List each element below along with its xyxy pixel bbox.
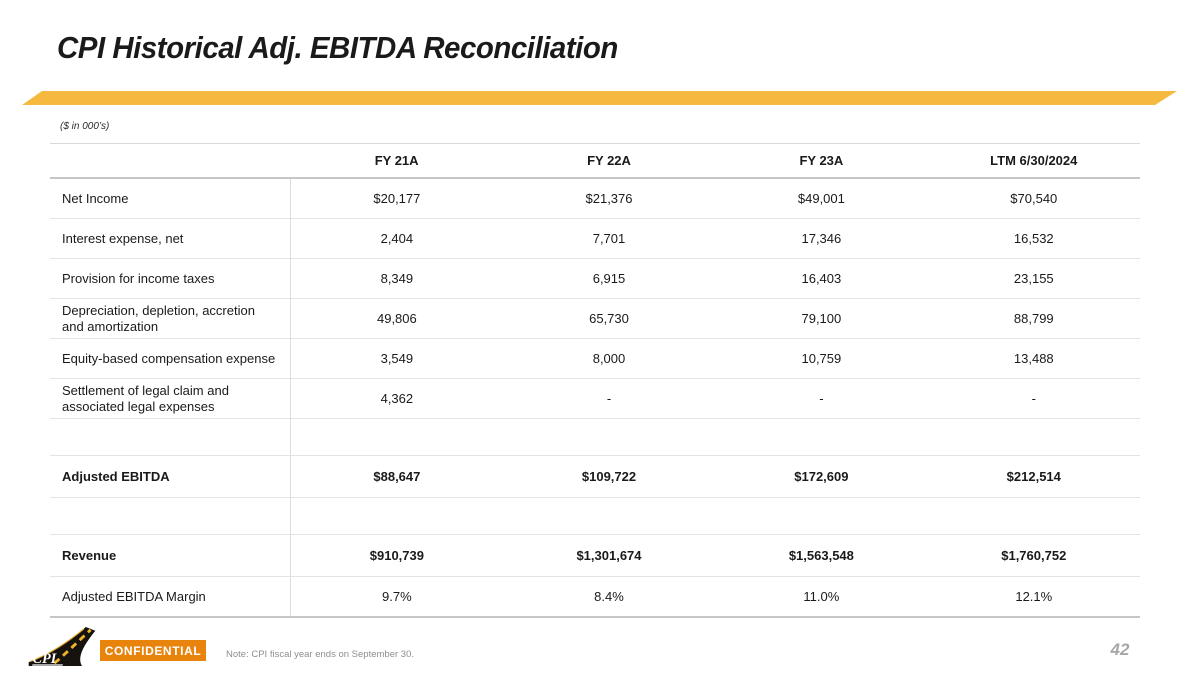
cell-value: 7,701	[502, 218, 716, 259]
cell-value	[290, 418, 503, 456]
reconciliation-table: FY 21A FY 22A FY 23A LTM 6/30/2024 Net I…	[50, 143, 1140, 618]
cell-value: 8.4%	[502, 576, 716, 617]
row-label	[50, 418, 291, 456]
table-body: Net Income $20,177 $21,376 $49,001 $70,5…	[50, 177, 1140, 617]
units-note: ($ in 000’s)	[60, 121, 110, 132]
cell-value: $212,514	[927, 455, 1140, 498]
cell-value	[927, 497, 1140, 535]
cell-value: $70,540	[927, 177, 1140, 219]
logo-underline	[32, 664, 63, 666]
row-label: Interest expense, net	[50, 218, 291, 259]
table-row: Adjusted EBITDA Margin 9.7% 8.4% 11.0% 1…	[50, 576, 1140, 617]
cell-value: $109,722	[502, 455, 716, 498]
table-row: Equity-based compensation expense 3,549 …	[50, 338, 1140, 379]
cell-value	[502, 497, 716, 535]
cell-value: 2,404	[290, 218, 503, 259]
cell-value: $88,647	[290, 455, 503, 498]
cell-value: 65,730	[502, 298, 716, 339]
reconciliation-table-wrap: FY 21A FY 22A FY 23A LTM 6/30/2024 Net I…	[50, 143, 1140, 618]
table-row	[50, 497, 1140, 535]
row-label: Net Income	[50, 177, 291, 219]
cell-value: 3,549	[290, 338, 503, 379]
cell-value: $20,177	[290, 177, 503, 219]
table-row: Net Income $20,177 $21,376 $49,001 $70,5…	[50, 177, 1140, 219]
logo-road-centerline	[53, 628, 92, 665]
cell-value: 13,488	[927, 338, 1140, 379]
cell-value: 6,915	[502, 258, 716, 299]
row-label: Provision for income taxes	[50, 258, 291, 299]
cell-value	[502, 418, 716, 456]
column-header-ltm: LTM 6/30/2024	[927, 143, 1140, 179]
cell-value: -	[715, 378, 928, 419]
cell-value: 8,349	[290, 258, 503, 299]
cell-value: $1,301,674	[502, 534, 716, 577]
row-label: Equity-based compensation expense	[50, 338, 291, 379]
column-header-fy22a: FY 22A	[502, 143, 716, 179]
cell-value: 16,403	[715, 258, 928, 299]
cell-value: 9.7%	[290, 576, 503, 617]
row-label: Adjusted EBITDA Margin	[50, 576, 291, 617]
table-row: Provision for income taxes 8,349 6,915 1…	[50, 258, 1140, 299]
row-label	[50, 497, 291, 535]
table-header: FY 21A FY 22A FY 23A LTM 6/30/2024	[50, 143, 1140, 179]
cell-value: $49,001	[715, 177, 928, 219]
cell-value: $172,609	[715, 455, 928, 498]
cpi-logo: CPI	[28, 627, 96, 667]
table-row: Interest expense, net 2,404 7,701 17,346…	[50, 218, 1140, 259]
gold-banner-shape	[22, 91, 1177, 105]
cell-value: 17,346	[715, 218, 928, 259]
cell-value: 8,000	[502, 338, 716, 379]
page-number: 42	[1110, 640, 1130, 659]
logo-text: CPI	[32, 651, 56, 667]
cell-value: 10,759	[715, 338, 928, 379]
column-header-blank	[50, 143, 291, 179]
cell-value	[927, 418, 1140, 456]
cell-value: 4,362	[290, 378, 503, 419]
row-label: Depreciation, depletion, accretion and a…	[50, 298, 291, 339]
logo-road-shape	[28, 627, 96, 667]
fiscal-year-footnote: Note: CPI fiscal year ends on September …	[226, 649, 414, 660]
logo-road-edge	[30, 628, 85, 662]
cell-value: 49,806	[290, 298, 503, 339]
table-row	[50, 418, 1140, 456]
cell-value: $21,376	[502, 177, 716, 219]
cell-value: 11.0%	[715, 576, 928, 617]
gold-banner	[22, 91, 1177, 105]
cell-value	[290, 497, 503, 535]
cell-value: 16,532	[927, 218, 1140, 259]
cell-value	[715, 418, 928, 456]
row-label: Settlement of legal claim and associated…	[50, 378, 291, 419]
table-row: Settlement of legal claim and associated…	[50, 378, 1140, 419]
page-title: CPI Historical Adj. EBITDA Reconciliatio…	[57, 30, 618, 65]
cell-value: 12.1%	[927, 576, 1140, 617]
table-header-row: FY 21A FY 22A FY 23A LTM 6/30/2024	[50, 143, 1140, 179]
column-header-fy21a: FY 21A	[290, 143, 503, 179]
table-row: Revenue $910,739 $1,301,674 $1,563,548 $…	[50, 534, 1140, 577]
column-header-fy23a: FY 23A	[715, 143, 928, 179]
cell-value: -	[502, 378, 716, 419]
cell-value: -	[927, 378, 1140, 419]
row-label: Revenue	[50, 534, 291, 577]
confidential-badge: CONFIDENTIAL	[100, 640, 206, 661]
cell-value: $1,563,548	[715, 534, 928, 577]
cell-value	[715, 497, 928, 535]
cell-value: 23,155	[927, 258, 1140, 299]
table-row: Depreciation, depletion, accretion and a…	[50, 298, 1140, 339]
cell-value: 88,799	[927, 298, 1140, 339]
row-label: Adjusted EBITDA	[50, 455, 291, 498]
cell-value: $1,760,752	[927, 534, 1140, 577]
cell-value: $910,739	[290, 534, 503, 577]
table-row: Adjusted EBITDA $88,647 $109,722 $172,60…	[50, 455, 1140, 498]
cell-value: 79,100	[715, 298, 928, 339]
